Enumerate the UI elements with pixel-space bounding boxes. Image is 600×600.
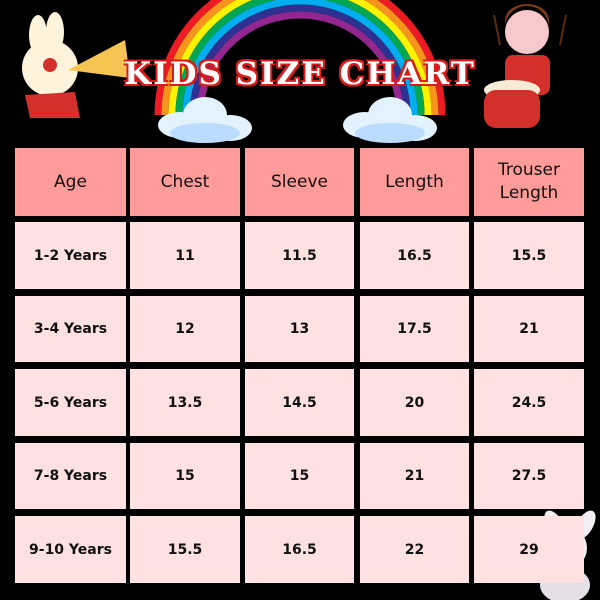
cell-text: 24.5 [511, 394, 547, 411]
cell-text: 1-2 Years [33, 247, 108, 264]
cell-text: 16.5 [282, 541, 317, 558]
table-cell: 17.5 [360, 296, 469, 362]
rainbow-illustration [154, 0, 446, 116]
table-cell: 21 [360, 443, 469, 509]
cell-text: 29 [519, 541, 539, 558]
cell-text: 15 [289, 468, 310, 484]
table-cell: 22 [360, 516, 469, 583]
table-cell: 12 [130, 296, 240, 362]
table-cell: 7-8 Years [15, 443, 126, 509]
cell-text: 11.5 [282, 247, 317, 264]
cell-text: 27.5 [511, 468, 547, 484]
table-cell: 21 [474, 296, 584, 362]
cell-text: 9-10 Years [29, 541, 112, 558]
cell-text: 15.5 [167, 541, 203, 558]
table-cell: 1-2 Years [15, 222, 126, 289]
header-cell: Length [360, 148, 469, 216]
table-cell: 14.5 [245, 369, 354, 436]
cell-text: 7-8 Years [33, 468, 108, 484]
cell-text: 3-4 Years [33, 321, 108, 337]
table-cell: 13.5 [130, 369, 240, 436]
cell-text: Trouser Length [498, 160, 560, 203]
cell-text: 17.5 [397, 321, 432, 337]
cell-text: 16.5 [397, 247, 432, 264]
cell-text: 20 [404, 394, 425, 411]
table-cell: 27.5 [474, 443, 584, 509]
table-cell: 15 [130, 443, 240, 509]
table-cell: 16.5 [360, 222, 469, 289]
table-cell: 15 [245, 443, 354, 509]
table-cell: 16.5 [245, 516, 354, 583]
cell-text: Sleeve [271, 171, 328, 192]
table-cell: 29 [474, 516, 584, 583]
table-cell: 20 [360, 369, 469, 436]
cell-text: 14.5 [282, 394, 317, 411]
cell-text: 21 [519, 321, 539, 337]
cloud-icon [158, 97, 252, 143]
cell-text: 21 [404, 468, 425, 484]
cell-text: 15 [175, 468, 195, 484]
cell-text: 13 [289, 321, 310, 337]
table-cell: 24.5 [474, 369, 584, 436]
cell-text: 15.5 [511, 247, 547, 264]
cell-text: 11 [175, 247, 195, 264]
table-cell: 9-10 Years [15, 516, 126, 583]
cell-text: 22 [404, 541, 425, 558]
cell-text: Age [54, 171, 87, 192]
drummer-boy-illustration [484, 4, 567, 128]
table-cell: 3-4 Years [15, 296, 126, 362]
header-cell: Trouser Length [474, 148, 584, 216]
table-cell: 15.5 [474, 222, 584, 289]
header-cell: Chest [130, 148, 240, 216]
cell-text: Length [385, 171, 444, 192]
cell-text: 13.5 [167, 394, 203, 411]
header-cell: Sleeve [245, 148, 354, 216]
page-title: KIDS SIZE CHART [124, 56, 476, 92]
cell-text: Chest [160, 171, 210, 192]
cell-text: 5-6 Years [33, 394, 108, 411]
table-cell: 11 [130, 222, 240, 289]
cell-text: 12 [175, 321, 195, 337]
header-cell: Age [15, 148, 126, 216]
table-cell: 5-6 Years [15, 369, 126, 436]
cloud-icon [343, 97, 437, 143]
rabbit-trumpet-illustration [22, 12, 130, 118]
table-cell: 15.5 [130, 516, 240, 583]
table-cell: 11.5 [245, 222, 354, 289]
table-cell: 13 [245, 296, 354, 362]
